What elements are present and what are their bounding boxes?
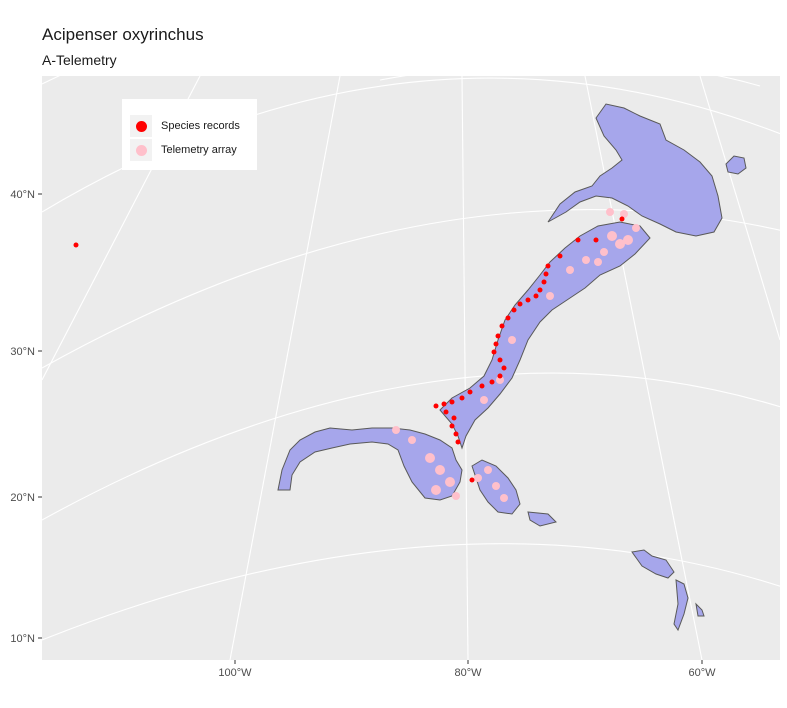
y-tick-label: 40°N bbox=[10, 189, 35, 201]
species-point bbox=[619, 216, 625, 222]
legend-dot-species bbox=[135, 120, 147, 132]
telemetry-point bbox=[600, 248, 608, 256]
species-point bbox=[541, 279, 547, 285]
northeast-range bbox=[547, 103, 723, 237]
gulf-coast-range bbox=[277, 427, 463, 501]
telemetry-point bbox=[582, 256, 590, 264]
telemetry-point bbox=[620, 210, 628, 218]
species-point bbox=[449, 423, 455, 429]
telemetry-point bbox=[508, 336, 516, 344]
species-point bbox=[533, 293, 539, 299]
telemetry-point bbox=[492, 482, 500, 490]
y-axis: 40°N 30°N 20°N 10°N bbox=[10, 189, 42, 645]
legend-item-telemetry: Telemetry array bbox=[130, 139, 237, 161]
species-point bbox=[489, 379, 495, 385]
x-axis: 100°W 80°W 60°W bbox=[218, 660, 716, 679]
telemetry-point bbox=[408, 436, 416, 444]
species-point bbox=[537, 287, 543, 293]
telemetry-point bbox=[435, 465, 445, 475]
legend-item-species: Species records bbox=[130, 115, 240, 137]
telemetry-point bbox=[606, 208, 614, 216]
telemetry-point bbox=[632, 224, 640, 232]
chart-subtitle: A-Telemetry bbox=[42, 52, 117, 68]
telemetry-point bbox=[484, 466, 492, 474]
species-point bbox=[455, 439, 461, 445]
x-tick-label: 60°W bbox=[688, 667, 716, 679]
y-tick-label: 10°N bbox=[10, 633, 35, 645]
species-point bbox=[525, 297, 531, 303]
chart-title: Acipenser oxyrinchus bbox=[42, 25, 204, 44]
telemetry-point bbox=[425, 453, 435, 463]
telemetry-point bbox=[392, 426, 400, 434]
telemetry-point bbox=[496, 376, 504, 384]
telemetry-point bbox=[594, 258, 602, 266]
species-point bbox=[469, 477, 475, 483]
species-point bbox=[453, 431, 459, 437]
species-point bbox=[441, 401, 447, 407]
species-point bbox=[443, 409, 449, 415]
species-point bbox=[495, 333, 501, 339]
telemetry-point bbox=[500, 494, 508, 502]
legend: Species records Telemetry array bbox=[122, 99, 257, 170]
y-tick-label: 20°N bbox=[10, 492, 35, 504]
telemetry-point bbox=[546, 292, 554, 300]
caribbean-islands-4 bbox=[695, 602, 705, 617]
species-point bbox=[505, 315, 511, 321]
legend-label: Species records bbox=[161, 120, 240, 132]
species-point bbox=[497, 373, 503, 379]
species-point bbox=[499, 323, 505, 329]
legend-key bbox=[130, 139, 152, 161]
species-point bbox=[449, 399, 455, 405]
species-point bbox=[511, 307, 517, 313]
telemetry-point bbox=[480, 396, 488, 404]
y-tick-label: 30°N bbox=[10, 346, 35, 358]
species-point bbox=[575, 237, 581, 243]
telemetry-point bbox=[623, 235, 633, 245]
telemetry-point bbox=[566, 266, 574, 274]
species-point bbox=[493, 341, 499, 347]
species-point bbox=[73, 242, 79, 248]
species-point bbox=[543, 271, 549, 277]
species-point bbox=[467, 389, 473, 395]
x-tick-label: 100°W bbox=[218, 667, 252, 679]
species-point bbox=[479, 383, 485, 389]
species-point bbox=[497, 357, 503, 363]
telemetry-point bbox=[445, 477, 455, 487]
species-points bbox=[73, 216, 625, 483]
species-point bbox=[501, 365, 507, 371]
caribbean-islands-1 bbox=[527, 511, 557, 527]
species-point bbox=[459, 395, 465, 401]
legend-key bbox=[130, 115, 152, 137]
telemetry-point bbox=[615, 239, 625, 249]
newfoundland-range bbox=[725, 155, 747, 175]
telemetry-point bbox=[474, 474, 482, 482]
telemetry-point bbox=[431, 485, 441, 495]
telemetry-point bbox=[452, 492, 460, 500]
caribbean-islands-3 bbox=[673, 579, 689, 632]
telemetry-points bbox=[392, 208, 640, 502]
species-point bbox=[557, 253, 563, 259]
species-point bbox=[433, 403, 439, 409]
species-point bbox=[451, 415, 457, 421]
species-point bbox=[517, 301, 523, 307]
species-point bbox=[593, 237, 599, 243]
species-point bbox=[491, 349, 497, 355]
x-tick-label: 80°W bbox=[454, 667, 482, 679]
legend-label: Telemetry array bbox=[161, 144, 237, 156]
legend-dot-telemetry bbox=[135, 144, 147, 156]
species-point bbox=[545, 263, 551, 269]
caribbean-islands-2 bbox=[631, 549, 675, 579]
telemetry-point bbox=[607, 231, 617, 241]
